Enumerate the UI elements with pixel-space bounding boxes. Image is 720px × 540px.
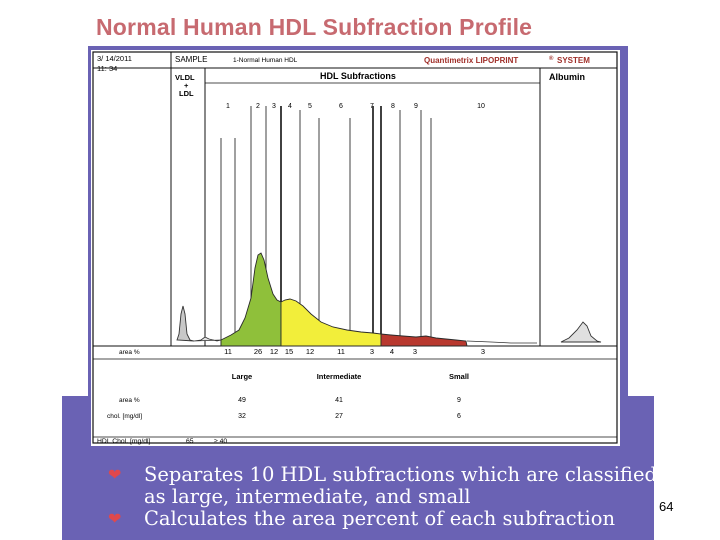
area-label-top: area % (119, 349, 140, 356)
subfraction-area-value: 3 (481, 347, 485, 356)
subfraction-area-value: 15 (285, 347, 293, 356)
group-area-value: 49 (238, 397, 246, 404)
page-number: 64 (659, 499, 674, 514)
vldl-plus: + (184, 81, 189, 90)
report-date: 3/ 14/2011 (97, 54, 132, 63)
group-chol-value: 6 (457, 413, 461, 420)
subfraction-area-value: 3 (370, 347, 374, 356)
subfraction-area-value: 26 (254, 347, 262, 356)
subfraction-number-label: 7 (370, 103, 374, 110)
group-label: Intermediate (317, 372, 362, 381)
bullet-text-2: Calculates the area percent of each subf… (144, 507, 616, 530)
small-area (380, 333, 468, 347)
tail-line (466, 340, 537, 344)
subfraction-number-label: 10 (477, 103, 485, 110)
subfraction-area-value: 11 (337, 347, 345, 356)
chol-label: chol. [mg/dl] (107, 413, 142, 420)
area-label-group: area % (119, 397, 140, 404)
bullet-icon: ❤ (108, 509, 122, 528)
subfraction-number-label: 1 (226, 103, 230, 110)
subfraction-area-values: 11 26 12 15 12 11 3 4 3 3 (224, 347, 485, 356)
ldl-label: LDL (179, 89, 194, 98)
group-labels: Large Intermediate Small (232, 372, 469, 381)
hdl-header: HDL Subfractions (320, 71, 396, 81)
system-name: Quantimetrix LIPOPRINT (424, 56, 518, 65)
group-chol-value: 32 (238, 413, 246, 420)
subfraction-number-label: 6 (339, 103, 343, 110)
report-time: 11: 34 (97, 64, 117, 73)
group-area-values: 49 41 9 (238, 397, 461, 404)
sample-label: SAMPLE (175, 55, 207, 64)
subfraction-number-label: 5 (308, 103, 312, 110)
profile-chart-svg: 3/ 14/2011 11: 34 SAMPLE 1-Normal Human … (92, 51, 618, 445)
group-area-value: 41 (335, 397, 343, 404)
albumin-header: Albumin (549, 72, 585, 82)
subfraction-number-label: 8 (391, 103, 395, 110)
hdl-chol-label: HDL Chol. [mg/dl] (97, 438, 150, 445)
slide-title: Normal Human HDL Subfraction Profile (96, 14, 533, 40)
ldl-area (193, 336, 222, 342)
bullet-item: ❤ Separates 10 HDL subfractions which ar… (104, 464, 664, 508)
system-suffix: SYSTEM (557, 56, 590, 65)
subfraction-area-value: 12 (270, 347, 278, 356)
subfraction-number-label: 4 (288, 103, 292, 110)
subfraction-area-value: 4 (390, 347, 394, 356)
subfraction-numbers: 1 2 3 4 5 6 7 8 9 10 (226, 103, 485, 110)
vldl-peak (176, 305, 195, 342)
subfraction-area-value: 11 (224, 347, 232, 356)
albumin-peak (560, 321, 602, 343)
sample-name: 1-Normal Human HDL (233, 57, 298, 64)
subfraction-area-value: 3 (413, 347, 417, 356)
vldl-label: VLDL (175, 73, 195, 82)
bullet-list: ❤ Separates 10 HDL subfractions which ar… (104, 464, 664, 530)
intermediate-area (280, 298, 382, 347)
bullet-icon: ❤ (108, 465, 122, 484)
bullet-item: ❤ Calculates the area percent of each su… (104, 508, 664, 530)
group-area-value: 9 (457, 397, 461, 404)
bullet-text-1: Separates 10 HDL subfractions which are … (144, 463, 657, 508)
subfraction-number-label: 3 (272, 103, 276, 110)
subfraction-number-label: 2 (256, 103, 260, 110)
subfraction-area-value: 12 (306, 347, 314, 356)
hdl-chol-value: 65 (186, 438, 194, 445)
hdl-chol-range: ≥ 40 (214, 438, 227, 445)
report-border (92, 51, 618, 444)
group-chol-values: 32 27 6 (238, 413, 461, 420)
system-mark: ® (549, 55, 554, 62)
subfraction-number-label: 9 (414, 103, 418, 110)
group-label: Large (232, 372, 252, 381)
group-chol-value: 27 (335, 413, 343, 420)
group-label: Small (449, 372, 469, 381)
report-panel: 3/ 14/2011 11: 34 SAMPLE 1-Normal Human … (91, 50, 620, 446)
